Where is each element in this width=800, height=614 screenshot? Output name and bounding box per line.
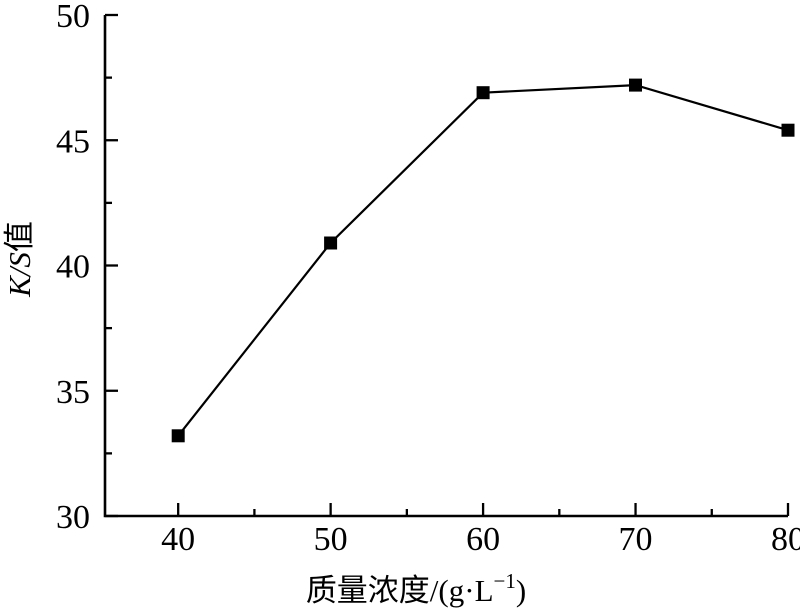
data-point-marker <box>324 236 338 250</box>
y-axis-tick-label: 45 <box>56 123 90 160</box>
y-axis-tick-label: 30 <box>56 499 90 536</box>
y-axis-tick-label: 50 <box>56 0 90 35</box>
x-axis-tick-label: 60 <box>466 521 500 558</box>
y-axis-title: K/S值 <box>2 221 37 298</box>
y-axis-tick-label: 35 <box>56 374 90 411</box>
x-axis-tick-label: 50 <box>314 521 348 558</box>
data-point-marker <box>781 123 795 137</box>
y-axis-tick-label: 40 <box>56 249 90 286</box>
data-line <box>177 83 789 437</box>
x-axis-tick-label: 40 <box>161 521 195 558</box>
x-axis-tick-label: 80 <box>771 521 800 558</box>
x-axis-tick-label: 70 <box>619 521 653 558</box>
x-axis-title: 质量浓度/(g·L−1) <box>306 569 526 608</box>
axis-frame <box>103 15 788 518</box>
data-point-marker <box>629 78 642 92</box>
data-point-marker <box>171 429 185 443</box>
data-point-marker <box>476 86 490 100</box>
